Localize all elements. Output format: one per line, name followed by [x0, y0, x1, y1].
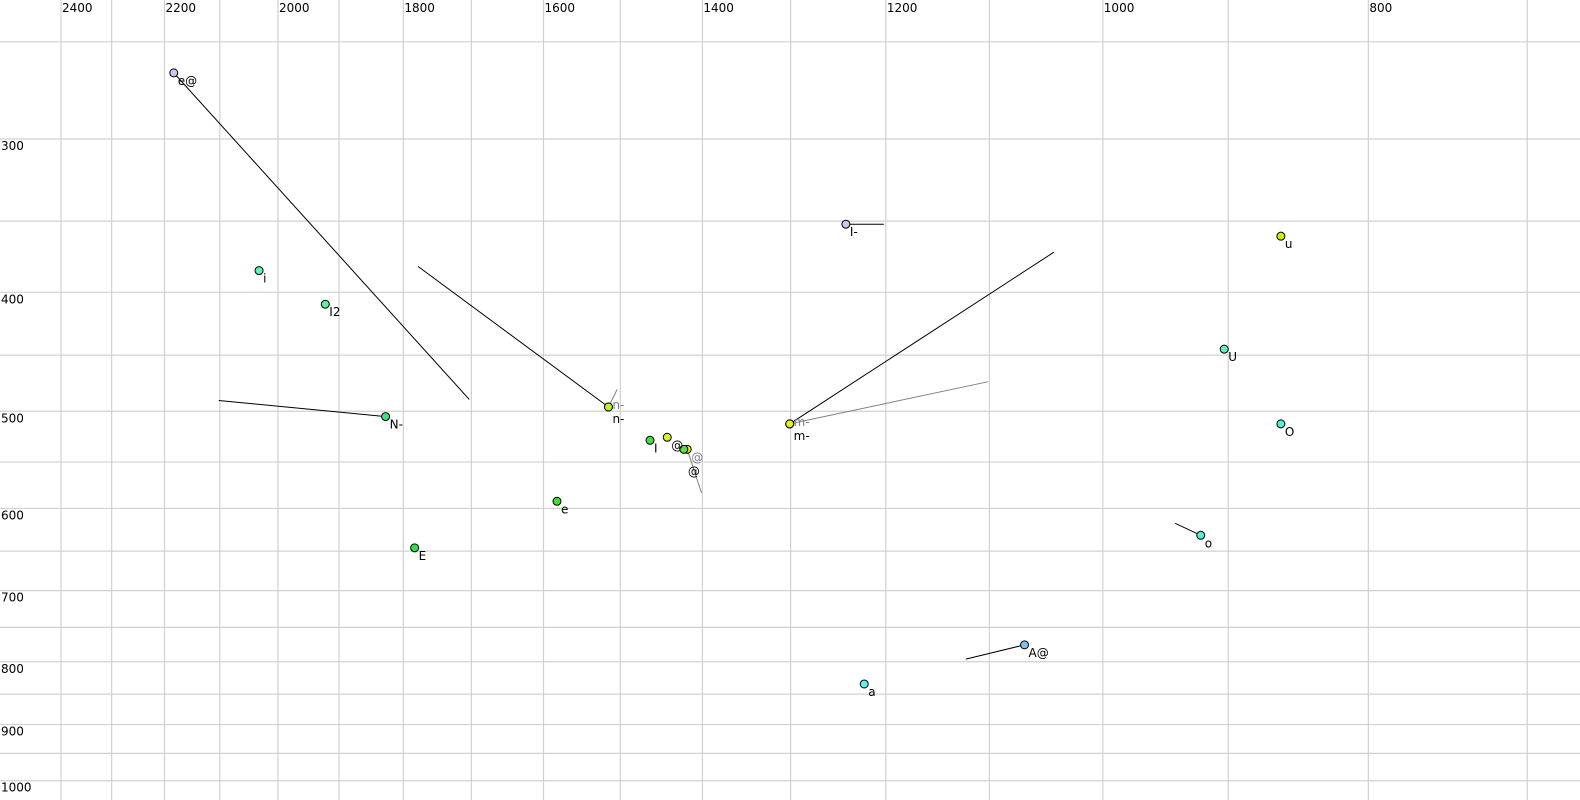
point-label: U [1228, 350, 1237, 364]
data-points [169, 68, 1286, 689]
y-tick-label: 400 [1, 292, 24, 306]
point-label: u [1285, 237, 1293, 251]
x-tick-label: 1800 [404, 1, 435, 15]
data-point [169, 68, 179, 78]
x-tick-label: 800 [1369, 1, 1392, 15]
y-tick-label: 900 [1, 725, 24, 739]
trajectory-line [417, 265, 609, 408]
point-label: e [561, 502, 568, 516]
point-label: i [263, 272, 266, 286]
data-point [410, 543, 420, 553]
data-point [1276, 419, 1286, 429]
data-point [1219, 344, 1229, 354]
data-point [320, 299, 330, 309]
point-label: I2 [329, 305, 340, 319]
x-tick-label: 1600 [545, 1, 576, 15]
point-label: N- [390, 418, 403, 432]
data-point [1276, 231, 1286, 241]
trajectory-line [789, 381, 989, 425]
point-label: E [419, 549, 427, 563]
trajectory-line [218, 400, 386, 418]
y-tick-label: 700 [1, 591, 24, 605]
trajectory-line [1174, 522, 1201, 536]
tick-labels: 2400 2200 2000 1800 1600 1400 1200 1000 800 300 40… [1, 1, 1392, 795]
point-label: A@ [1029, 646, 1049, 660]
point-label: n- [612, 412, 624, 426]
point-label: O [1285, 425, 1294, 439]
point-label: I [654, 441, 658, 455]
x-tick-label: 2200 [166, 1, 197, 15]
point-label: m- [794, 415, 810, 429]
x-tick-label: 2400 [62, 1, 93, 15]
trajectory-line [789, 251, 1055, 425]
data-point [552, 496, 562, 506]
x-tick-label: 1200 [887, 1, 918, 15]
point-label: I- [850, 225, 858, 239]
y-tick-label: 600 [1, 508, 24, 522]
data-point [1020, 640, 1030, 650]
trajectory-line [173, 72, 470, 400]
point-label: @ [671, 438, 683, 452]
point-label: @ [688, 464, 700, 478]
data-point [381, 412, 391, 422]
data-point [679, 444, 689, 454]
point-label: o [1205, 536, 1212, 550]
point-label: a [868, 685, 875, 699]
trajectory-line [965, 644, 1025, 660]
y-tick-label: 800 [1, 662, 24, 676]
data-point [254, 266, 264, 276]
y-tick-label: 1000 [1, 781, 32, 795]
point-label: n- [612, 398, 624, 412]
data-point [645, 435, 655, 445]
point-label: e@ [178, 74, 197, 88]
data-point [1196, 530, 1206, 540]
data-point [859, 679, 869, 689]
x-tick-label: 1000 [1104, 1, 1135, 15]
point-label: m- [794, 429, 810, 443]
data-point [841, 219, 851, 229]
x-tick-label: 1400 [703, 1, 734, 15]
data-point [662, 432, 672, 442]
x-tick-label: 2000 [279, 1, 310, 15]
y-tick-label: 300 [1, 139, 24, 153]
data-point [785, 419, 795, 429]
y-tick-label: 500 [1, 411, 24, 425]
trajectory-line [686, 449, 703, 494]
trajectories [173, 72, 1201, 660]
point-label: @ [691, 450, 703, 464]
data-point [603, 402, 613, 412]
